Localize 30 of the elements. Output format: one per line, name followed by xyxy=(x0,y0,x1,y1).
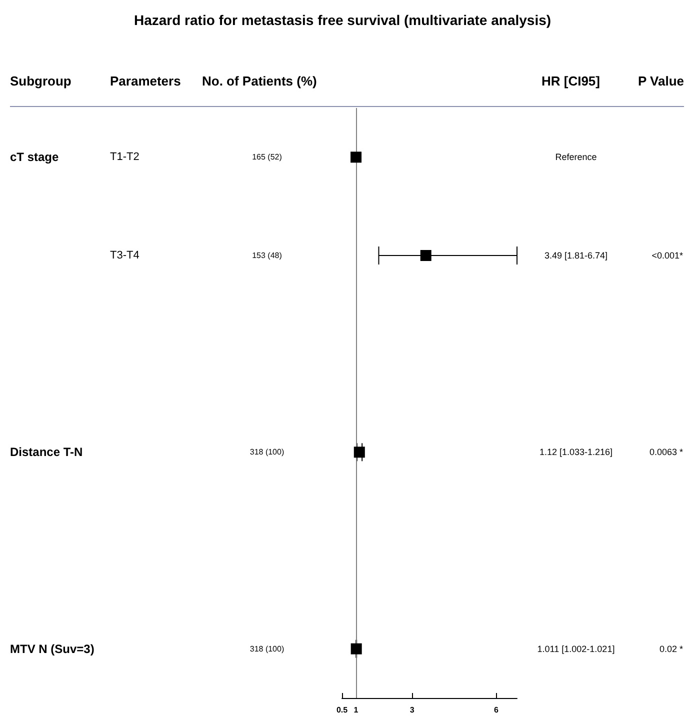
text: 318 (100) xyxy=(250,644,284,654)
text: Reference xyxy=(555,152,597,162)
chart-title: Hazard ratio for metastasis free survival (multivariate analysis) xyxy=(134,12,552,28)
text: Parameters xyxy=(110,74,181,88)
text: T3-T4 xyxy=(110,250,140,262)
point xyxy=(354,446,365,458)
text: MTV N (Suv=3) xyxy=(10,642,94,656)
text: 1.011 [1.002-1.021] xyxy=(537,644,615,654)
text: Distance T-N xyxy=(10,445,83,460)
point xyxy=(420,250,432,261)
text: HR [CI95] xyxy=(541,74,600,88)
text: 0.02 * xyxy=(659,644,684,654)
text: 1.12 [1.033-1.216] xyxy=(539,447,613,458)
text: 165 (52) xyxy=(252,152,282,162)
text: Subgroup xyxy=(10,74,72,88)
point xyxy=(350,152,362,163)
point xyxy=(350,643,362,654)
x-tick-label: 1 xyxy=(354,706,359,714)
text: P Value xyxy=(638,74,684,88)
text: 153 (48) xyxy=(252,251,282,260)
text: 3.49 [1.81-6.74] xyxy=(544,250,608,260)
x-tick-label: 3 xyxy=(410,706,415,714)
text: No. of Patients (%) xyxy=(202,74,317,88)
text: cT stage xyxy=(10,150,60,164)
text: 318 (100) xyxy=(250,448,284,457)
x-tick-label: 6 xyxy=(494,706,500,714)
text: 0.0063 * xyxy=(649,447,684,458)
text: <0.001* xyxy=(652,250,684,260)
text: T1-T2 xyxy=(110,151,140,164)
x-tick-label: 0.5 xyxy=(336,706,348,714)
